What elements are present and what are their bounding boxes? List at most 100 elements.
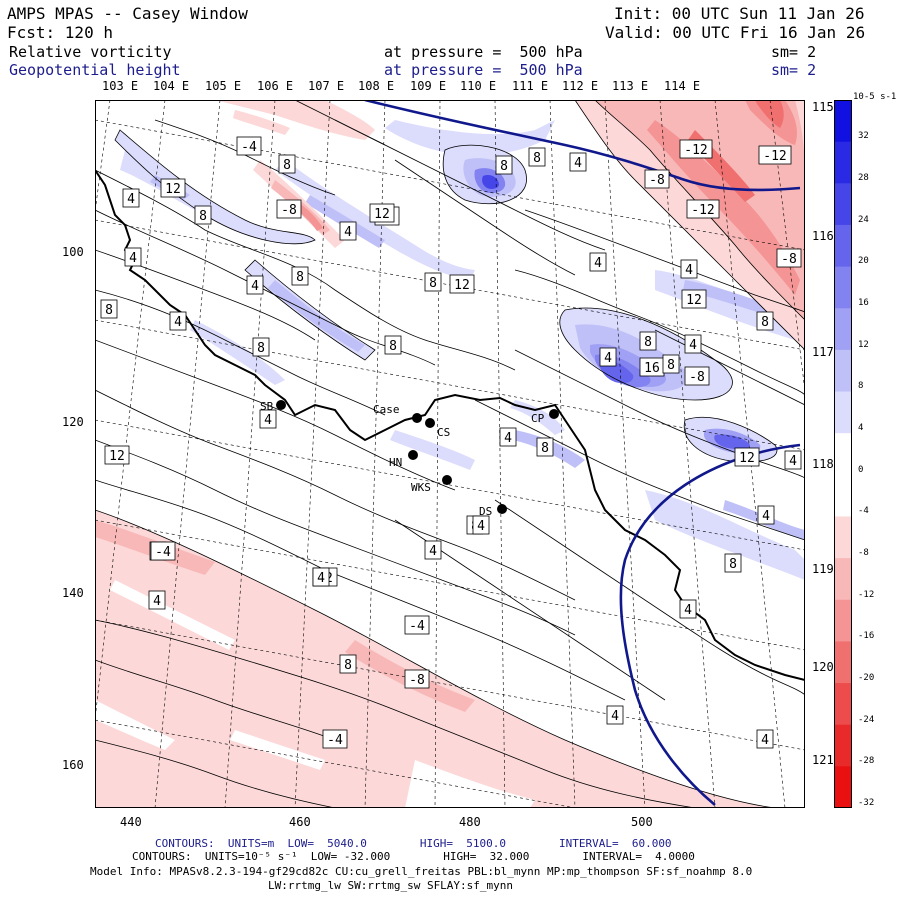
colorbar-tick-label: 32	[858, 131, 869, 142]
contour-label: 4	[680, 259, 698, 279]
station-ds: DS	[479, 504, 507, 518]
coastline	[95, 169, 805, 681]
colorbar-tick-label: -4	[858, 506, 869, 517]
contour-label: 8	[278, 154, 296, 174]
colorbar-swatch	[834, 724, 852, 767]
contour-label-text: -8	[281, 203, 297, 218]
contour-label: -8	[776, 248, 802, 268]
contour-label-text: 12	[686, 293, 702, 308]
vorticity-colorbar	[834, 100, 852, 808]
top-longitude-label: 106 E	[257, 79, 294, 93]
contour-label: 8	[194, 205, 212, 225]
forecast-hour: Fcst: 120 h	[7, 23, 113, 42]
contour-label: 8	[495, 155, 513, 175]
top-longitude-label: 114 E	[664, 79, 701, 93]
station-wks: WKS	[411, 475, 452, 494]
contour-label-text: 4	[317, 571, 325, 586]
contour-label: 8	[536, 437, 554, 457]
colorbar-units: 10-5 s-1	[853, 92, 897, 102]
field1-level: at pressure = 500 hPa	[384, 43, 583, 61]
contour-label: -8	[404, 669, 430, 689]
colorbar-swatch	[834, 308, 852, 351]
station-label: Case	[373, 403, 400, 416]
contour-label: 4	[569, 152, 587, 172]
contour-label: 4	[756, 729, 774, 749]
x-tick-label: 500	[631, 815, 653, 829]
vorticity-contour-info: CONTOURS: UNITS=10⁻⁵ s⁻¹ LOW= -32.000 HI…	[132, 850, 695, 863]
station-cp: CP	[531, 409, 559, 425]
contour-label: -4	[322, 729, 348, 749]
contour-label-text: 8	[296, 270, 304, 285]
contour-label-text: -4	[241, 140, 257, 155]
contour-label-text: 4	[344, 225, 352, 240]
colorbar-tick-label: -20	[858, 672, 875, 683]
colorbar-tick-label: 4	[858, 423, 864, 433]
contour-label: 4	[124, 247, 142, 267]
station-dot	[425, 418, 435, 428]
contour-label: 8	[756, 311, 774, 331]
contour-label: 8	[424, 272, 442, 292]
contour-label-text: 4	[611, 709, 619, 724]
colorbar-tick-label: 0	[858, 464, 864, 475]
contour-label: 4	[589, 252, 607, 272]
contour-label-text: 8	[729, 557, 737, 572]
top-longitude-label: 113 E	[612, 79, 649, 93]
contour-label: 4	[148, 590, 166, 610]
station-dot	[276, 400, 286, 410]
contour-label: 4	[169, 311, 187, 331]
contour-label-text: 12	[454, 278, 470, 293]
colorbar-tick-label: 20	[858, 256, 869, 267]
contour-label: -12	[758, 145, 792, 165]
map-title: AMPS MPAS -- Casey Window	[7, 4, 248, 23]
field1-name: Relative vorticity	[9, 43, 172, 61]
contour-label-text: -4	[155, 545, 171, 560]
colorbar-swatch	[834, 349, 852, 393]
contour-label-text: 8	[283, 158, 291, 173]
contour-label-text: 8	[667, 358, 675, 373]
station-label: CS	[437, 426, 450, 439]
contour-label: 4	[246, 275, 264, 295]
contour-label-text: -4	[409, 619, 425, 634]
contour-label-text: 4	[174, 315, 182, 330]
contour-label-text: -8	[409, 673, 425, 688]
x-tick-label: 440	[120, 815, 142, 829]
contour-label-text: 8	[344, 658, 352, 673]
contour-label: -8	[644, 169, 670, 189]
top-longitude-label: 103 E	[102, 79, 139, 93]
field2-smoothing: sm= 2	[771, 61, 817, 79]
colorbar-swatch	[834, 599, 852, 642]
station-label: DS	[479, 505, 492, 518]
contour-label-text: 4	[762, 509, 770, 524]
contour-label: 4	[599, 347, 617, 367]
contour-label: -4	[404, 615, 430, 635]
contour-label: -4	[236, 136, 262, 156]
contour-label-text: 4	[504, 431, 512, 446]
station-dot	[442, 475, 452, 485]
contour-label: 8	[662, 354, 680, 374]
contour-label-text: 4	[251, 279, 259, 294]
colorbar-swatch	[834, 766, 852, 808]
contour-label-text: 8	[541, 441, 549, 456]
station-case: Case	[373, 403, 422, 423]
contour-label: 8	[384, 335, 402, 355]
contour-label: -8	[276, 199, 302, 219]
y-tick-label: 120	[62, 415, 84, 429]
contour-label-text: 8	[533, 151, 541, 166]
colorbar-swatch	[834, 474, 852, 517]
contour-label: 12	[734, 447, 760, 467]
colorbar-swatch	[834, 558, 852, 601]
contour-label-text: 8	[257, 341, 265, 356]
colorbar-swatch	[834, 183, 852, 226]
contour-label-text: 4	[264, 413, 272, 428]
height-contour-info: CONTOURS: UNITS=m LOW= 5040.0 HIGH= 5100…	[155, 837, 672, 850]
contour-label: 12	[104, 445, 130, 465]
contour-label: 4	[122, 188, 140, 208]
contour-label: -8	[684, 366, 710, 386]
contour-label-text: -8	[689, 370, 705, 385]
contour-label: 4	[784, 450, 802, 470]
colorbar-tick-label: -28	[858, 756, 875, 767]
colorbar-tick-label: -16	[858, 631, 875, 642]
contour-label-text: 8	[389, 339, 397, 354]
contour-label: 4	[679, 599, 697, 619]
